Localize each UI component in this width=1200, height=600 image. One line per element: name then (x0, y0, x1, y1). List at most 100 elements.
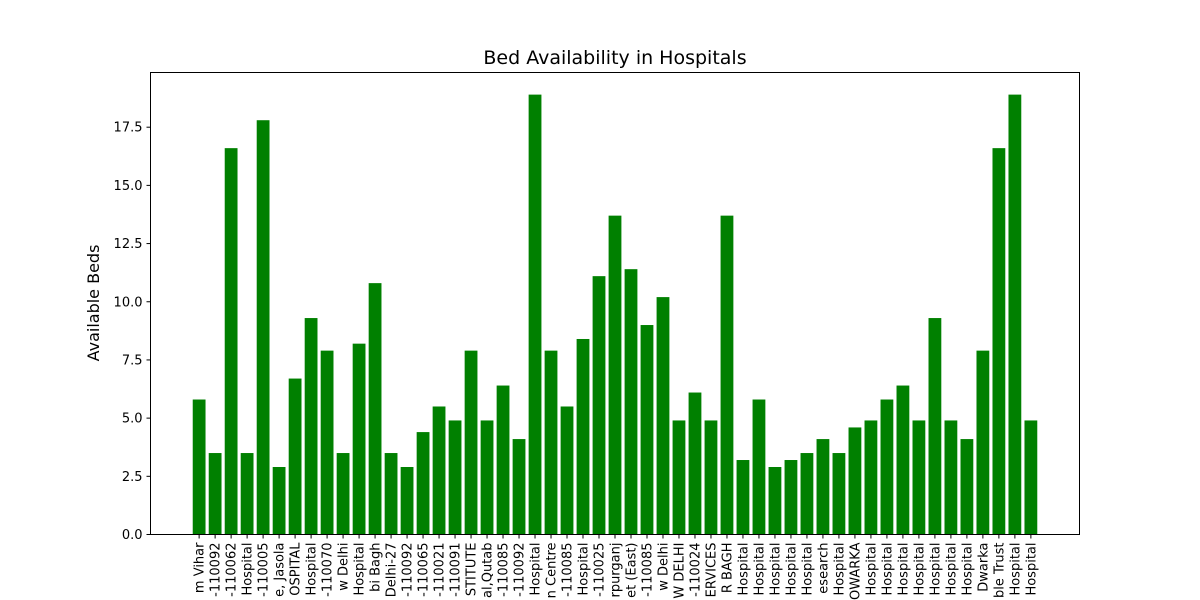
bar-52 (1024, 420, 1038, 535)
x-tick-label-13: -110092 (401, 543, 416, 597)
y-axis-label: Available Beds (84, 245, 103, 362)
x-tick-label-15: -110021 (433, 543, 448, 597)
x-tick-label-2: -110062 (225, 543, 240, 597)
x-tick-label-52: Hospital (1024, 543, 1039, 596)
bar-45 (912, 420, 926, 535)
x-tick-label-25: -110025 (593, 543, 608, 597)
bar-23 (560, 406, 574, 535)
x-tick-label-6: OSPITAL (289, 542, 304, 596)
bar-0 (192, 399, 206, 535)
x-tick-label-19: -110085 (497, 543, 512, 597)
x-tick-label-0: m Vihar (193, 542, 208, 593)
bar-15 (432, 406, 446, 535)
x-tick-label-48: Hospital (960, 543, 975, 596)
bar-36 (768, 467, 782, 535)
x-tick-label-34: Hospital (736, 543, 751, 596)
bar-33 (720, 215, 734, 535)
x-tick-label-7: Hospital (305, 543, 320, 596)
bar-37 (784, 460, 798, 535)
bars-group (192, 94, 1038, 535)
x-tick-label-21: Hospital (529, 543, 544, 596)
x-tick-label-24: Hospital (577, 543, 592, 596)
y-tick-label-0: 0.0 (122, 528, 143, 543)
bar-38 (800, 453, 814, 535)
x-tick-label-16: -110091 (449, 543, 464, 597)
bar-3 (240, 453, 254, 535)
bar-49 (976, 350, 990, 535)
x-tick-label-45: Hospital (912, 543, 927, 596)
x-tick-label-27: et (East) (625, 543, 640, 598)
x-tick-label-41: OWARKA (848, 542, 863, 600)
bar-42 (864, 420, 878, 535)
bar-43 (880, 399, 894, 535)
x-tick-label-50: ble Trust (992, 543, 1007, 598)
bar-6 (288, 378, 302, 535)
x-tick-label-47: Hospital (944, 543, 959, 596)
x-tick-label-17: STITUTE (465, 543, 480, 597)
bar-48 (960, 439, 974, 535)
bar-24 (576, 338, 590, 535)
x-tick-label-37: Hospital (784, 543, 799, 596)
bar-16 (448, 420, 462, 535)
x-tick-label-30: W DELHI (672, 543, 687, 599)
bar-47 (944, 420, 958, 535)
bar-26 (608, 215, 622, 535)
x-tick-label-9: w Delhi (337, 543, 352, 591)
x-tick-label-3: Hospital (241, 543, 256, 596)
bar-34 (736, 460, 750, 535)
x-tick-label-8: -110070 (321, 543, 336, 597)
x-tick-label-44: Hospital (896, 543, 911, 596)
x-tick-label-42: Hospital (864, 543, 879, 596)
bar-41 (848, 427, 862, 535)
x-tick-label-20: -110092 (513, 543, 528, 597)
bar-46 (928, 318, 942, 535)
bar-8 (320, 350, 334, 535)
x-tick-label-12: Delhi-27 (385, 543, 400, 598)
x-tick-label-1: -110092 (209, 543, 224, 597)
y-tick-label-5: 12.5 (114, 237, 143, 252)
bar-50 (992, 148, 1006, 535)
bar-11 (368, 283, 382, 535)
bar-2 (224, 148, 238, 535)
bar-30 (672, 420, 686, 535)
bar-51 (1008, 94, 1022, 535)
x-tick-label-11: bi Bagh (369, 543, 384, 592)
x-tick-label-14: -110065 (417, 543, 432, 597)
bar-21 (528, 94, 542, 535)
x-tick-label-18: al,Qutab (481, 543, 496, 599)
x-tick-label-4: -110005 (257, 543, 272, 597)
x-tick-label-28: -110085 (640, 543, 655, 597)
bar-39 (816, 439, 830, 535)
bar-7 (304, 318, 318, 535)
bar-35 (752, 399, 766, 535)
x-tick-label-32: ERVICES (704, 543, 719, 598)
bar-27 (624, 269, 638, 535)
chart-title: Bed Availability in Hospitals (483, 47, 746, 69)
x-tick-label-39: esearch (816, 543, 831, 594)
x-tick-label-5: e, Jasola (273, 543, 288, 597)
x-tick-label-40: Hospital (832, 543, 847, 596)
x-tick-label-36: Hospital (768, 543, 783, 596)
bar-40 (832, 453, 846, 535)
bar-20 (512, 439, 526, 535)
bar-14 (416, 432, 430, 535)
bar-10 (352, 343, 366, 535)
x-tick-label-43: Hospital (880, 543, 895, 596)
x-tick-label-49: Dwarka (976, 543, 991, 592)
y-tick-label-4: 10.0 (114, 295, 143, 310)
bar-44 (896, 385, 910, 535)
bar-4 (256, 120, 270, 535)
bar-17 (464, 350, 478, 535)
plot-frame (150, 72, 1080, 535)
x-tick-label-38: Hospital (800, 543, 815, 596)
bar-1 (208, 453, 222, 535)
bar-22 (544, 350, 558, 535)
bar-25 (592, 276, 606, 535)
x-tick-label-51: Hospital (1008, 543, 1023, 596)
x-tick-label-22: n Centre (545, 543, 560, 599)
x-tick-label-29: w Delhi (656, 543, 671, 591)
bar-19 (496, 385, 510, 535)
bar-5 (272, 467, 286, 535)
y-axis-ticks: 0.0 2.5 5.0 7.5 10.0 12.5 15.0 17.5 (114, 121, 151, 543)
